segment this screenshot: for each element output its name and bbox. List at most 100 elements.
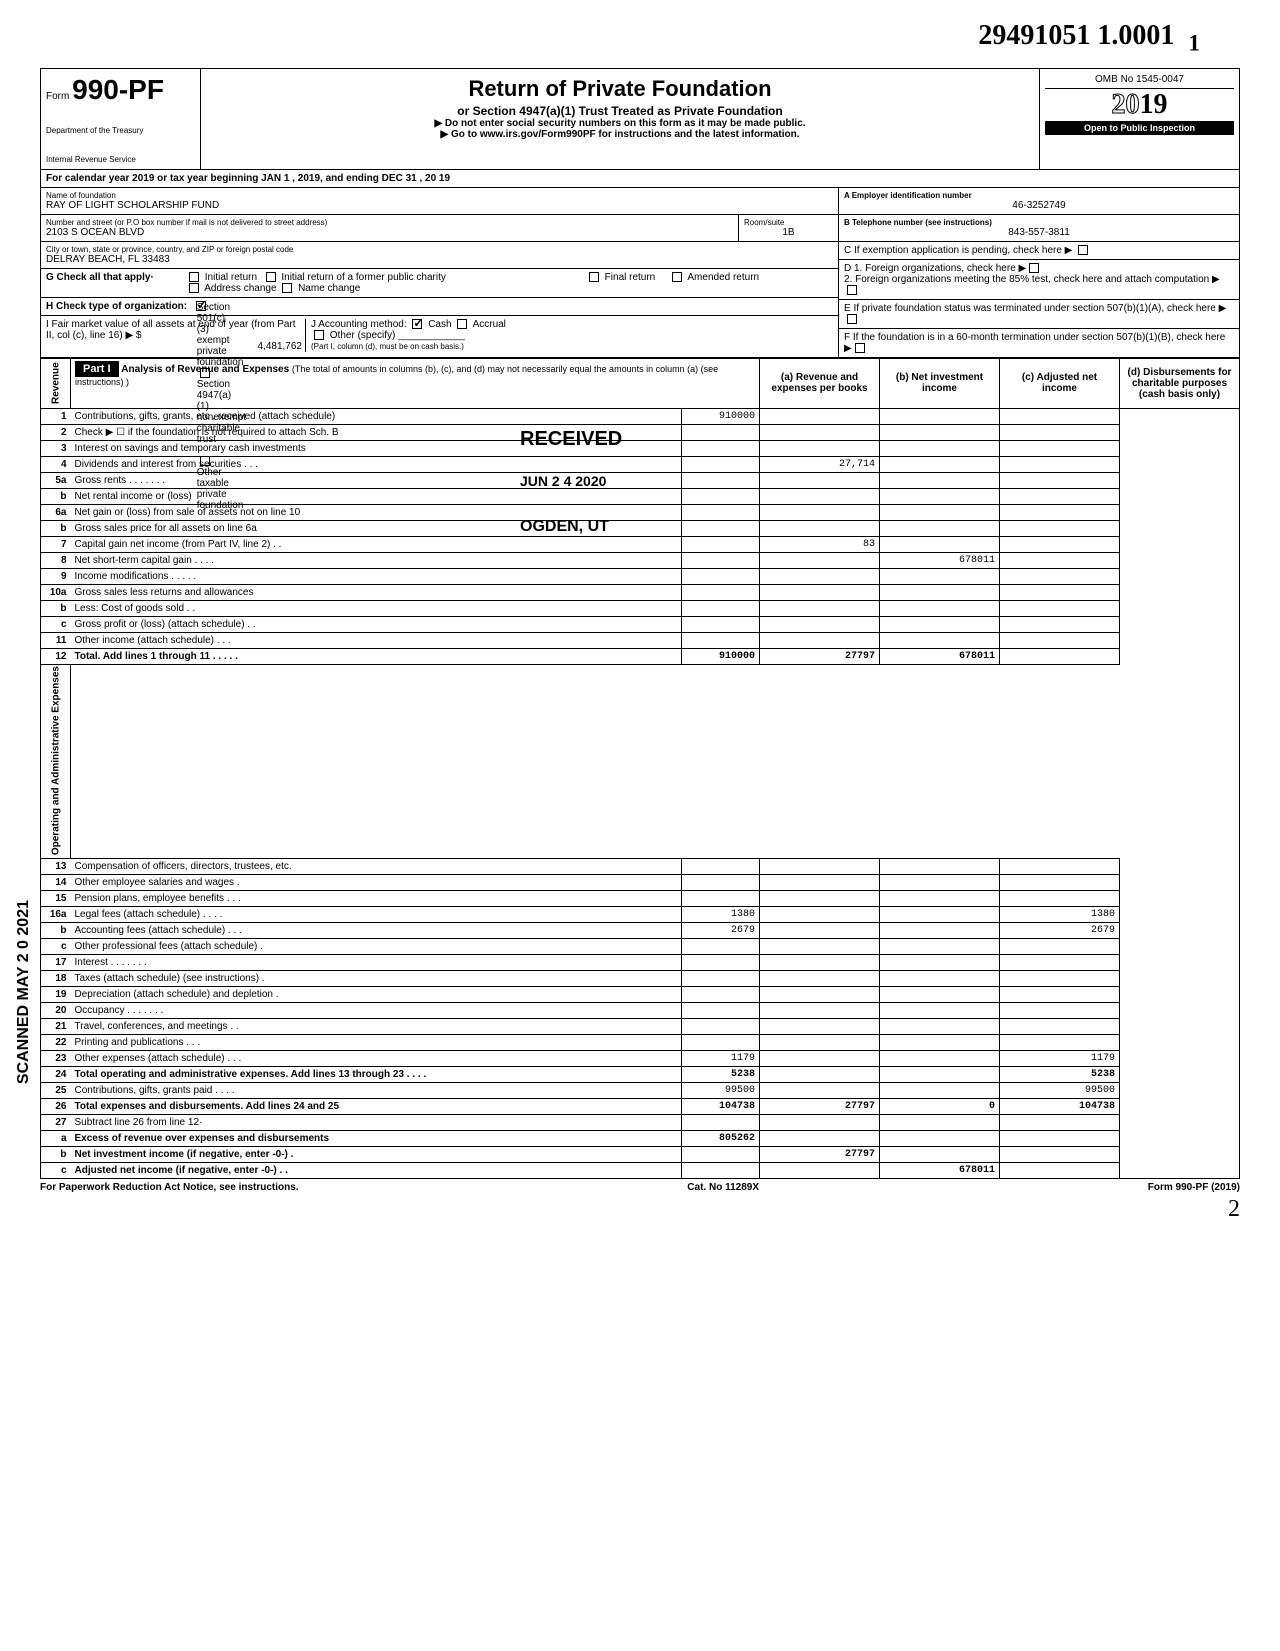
col-a-value: [682, 938, 760, 954]
table-row: 15 Pension plans, employee benefits . . …: [41, 890, 1240, 906]
checkbox-initial[interactable]: [189, 272, 199, 282]
col-d-value: [1000, 632, 1120, 648]
col-c-value: [880, 472, 1000, 488]
received-date: JUN 2 4 2020: [520, 473, 606, 489]
col-b-value: [760, 1114, 880, 1130]
info-block: Name of foundation RAY OF LIGHT SCHOLARS…: [40, 188, 1240, 358]
line-num: 3: [41, 440, 71, 456]
checkbox-cash[interactable]: [412, 319, 422, 329]
form-subtitle: or Section 4947(a)(1) Trust Treated as P…: [206, 104, 1034, 118]
line-desc: Total. Add lines 1 through 11 . . . . .: [71, 648, 682, 664]
tax-year: 2019: [1045, 89, 1234, 121]
line-desc: Other professional fees (attach schedule…: [71, 938, 682, 954]
col-d-value: [1000, 600, 1120, 616]
col-a-value: 5238: [682, 1066, 760, 1082]
col-a-value: [682, 584, 760, 600]
col-a-value: [682, 568, 760, 584]
col-a-value: [682, 424, 760, 440]
scanned-stamp: SCANNED MAY 2 0 2021: [15, 900, 33, 1084]
checkbox-other-method[interactable]: [314, 330, 324, 340]
table-row: a Excess of revenue over expenses and di…: [41, 1130, 1240, 1146]
col-a-value: [682, 1114, 760, 1130]
col-c-value: [880, 938, 1000, 954]
instruction-url: ▶ Go to www.irs.gov/Form990PF for instru…: [206, 129, 1034, 140]
table-row: b Less: Cost of goods sold . .: [41, 600, 1240, 616]
checkbox-accrual[interactable]: [457, 319, 467, 329]
header-center: Return of Private Foundation or Section …: [201, 69, 1039, 169]
col-a-value: [682, 632, 760, 648]
table-row: 27 Subtract line 26 from line 12·: [41, 1114, 1240, 1130]
checkbox-former[interactable]: [266, 272, 276, 282]
table-row: 6a Net gain or (loss) from sale of asset…: [41, 504, 1240, 520]
col-b-value: [760, 890, 880, 906]
checkbox-final[interactable]: [589, 272, 599, 282]
line-desc: Other income (attach schedule) . . .: [71, 632, 682, 648]
col-c-value: [880, 1018, 1000, 1034]
checkbox-amended[interactable]: [672, 272, 682, 282]
ein-cell: A Employer identification number 46-3252…: [839, 188, 1239, 215]
table-row: 23 Other expenses (attach schedule) . . …: [41, 1050, 1240, 1066]
checkbox-501c3[interactable]: Section 501(c)(3) exempt private foundat…: [196, 301, 206, 311]
col-a-value: [682, 874, 760, 890]
col-b-value: [760, 1034, 880, 1050]
col-c-value: [880, 1146, 1000, 1162]
col-c-value: [880, 858, 1000, 874]
col-a-value: [682, 616, 760, 632]
col-d-value: 104738: [1000, 1098, 1120, 1114]
col-b-value: [760, 874, 880, 890]
checkbox-foreign2[interactable]: [847, 285, 857, 295]
col-c-value: [880, 874, 1000, 890]
g-check-row: G Check all that apply· Initial return I…: [41, 269, 838, 298]
col-d-value: 5238: [1000, 1066, 1120, 1082]
col-b-value: [760, 488, 880, 504]
col-a-value: 104738: [682, 1098, 760, 1114]
col-c-value: [880, 440, 1000, 456]
col-c-value: [880, 1002, 1000, 1018]
line-desc: Capital gain net income (from Part IV, l…: [71, 536, 682, 552]
col-b-header: (b) Net investment income: [880, 358, 1000, 408]
checkbox-exemption[interactable]: [1078, 245, 1088, 255]
checkbox-60month[interactable]: [855, 343, 865, 353]
line-desc: Net investment income (if negative, ente…: [71, 1146, 682, 1162]
col-d-header: (d) Disbursements for charitable purpose…: [1120, 358, 1240, 408]
col-a-value: [682, 970, 760, 986]
i-j-row: I Fair market value of all assets at end…: [41, 316, 838, 355]
table-row: 2 Check ▶ ☐ if the foundation is not req…: [41, 424, 1240, 440]
part1-badge: Part I: [75, 361, 119, 377]
line-num: b: [41, 922, 71, 938]
line-num: 7: [41, 536, 71, 552]
col-b-value: [760, 520, 880, 536]
room-value: 1B: [744, 227, 833, 238]
col-d-value: [1000, 552, 1120, 568]
checkbox-name[interactable]: [282, 283, 292, 293]
line-num: 19: [41, 986, 71, 1002]
checkbox-foreign1[interactable]: [1029, 263, 1039, 273]
col-d-value: 1179: [1000, 1050, 1120, 1066]
line-desc: Compensation of officers, directors, tru…: [71, 858, 682, 874]
table-row: 4 Dividends and interest from securities…: [41, 456, 1240, 472]
col-a-value: [682, 520, 760, 536]
line-num: 8: [41, 552, 71, 568]
checkbox-terminated[interactable]: [847, 314, 857, 324]
line-num: 25: [41, 1082, 71, 1098]
name-cell: Name of foundation RAY OF LIGHT SCHOLARS…: [41, 188, 838, 215]
received-loc: OGDEN, UT: [520, 518, 609, 536]
col-a-value: [682, 440, 760, 456]
line-desc: Interest . . . . . . .: [71, 954, 682, 970]
col-a-value: [682, 600, 760, 616]
fmv-value: 4,481,762: [46, 341, 302, 352]
received-stamp: RECEIVED: [520, 428, 622, 451]
table-row: 8 Net short-term capital gain . . . . 67…: [41, 552, 1240, 568]
col-d-value: [1000, 970, 1120, 986]
form-title: Return of Private Foundation: [206, 76, 1034, 102]
col-d-value: 2679: [1000, 922, 1120, 938]
col-b-value: 27797: [760, 1146, 880, 1162]
opex-label: Operating and Administrative Expenses: [41, 664, 71, 858]
line-num: 22: [41, 1034, 71, 1050]
line-num: 14: [41, 874, 71, 890]
col-b-value: [760, 440, 880, 456]
col-b-value: 83: [760, 536, 880, 552]
checkbox-address[interactable]: [189, 283, 199, 293]
table-row: 5a Gross rents . . . . . . .: [41, 472, 1240, 488]
line-desc: Excess of revenue over expenses and disb…: [71, 1130, 682, 1146]
